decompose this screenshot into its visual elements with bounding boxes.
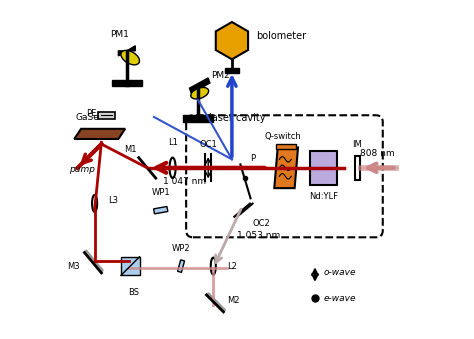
Text: OC2: OC2 xyxy=(252,219,270,228)
Polygon shape xyxy=(274,147,298,188)
Text: laser cavity: laser cavity xyxy=(209,114,265,123)
Text: OC1: OC1 xyxy=(199,140,217,149)
Ellipse shape xyxy=(191,87,209,99)
Text: IM: IM xyxy=(353,140,362,149)
Text: o-wave: o-wave xyxy=(323,268,356,277)
Text: PE: PE xyxy=(86,109,96,118)
Bar xyxy=(310,151,337,185)
Text: BS: BS xyxy=(128,288,139,297)
Polygon shape xyxy=(216,22,248,59)
Bar xyxy=(111,80,142,86)
Polygon shape xyxy=(139,158,157,180)
Text: Q-switch: Q-switch xyxy=(264,132,301,141)
Text: WP2: WP2 xyxy=(172,243,191,253)
Text: M2: M2 xyxy=(227,296,239,304)
Bar xyxy=(121,257,139,275)
Text: PM1: PM1 xyxy=(110,30,129,39)
Text: pump: pump xyxy=(69,165,95,174)
Bar xyxy=(276,144,296,149)
Text: L1: L1 xyxy=(168,138,178,147)
Polygon shape xyxy=(98,112,115,119)
Text: e-wave: e-wave xyxy=(323,294,356,303)
Text: L3: L3 xyxy=(108,196,118,204)
Text: P: P xyxy=(251,154,255,163)
Text: M1: M1 xyxy=(125,145,137,154)
Text: PM2: PM2 xyxy=(211,71,230,80)
Bar xyxy=(183,115,213,122)
Polygon shape xyxy=(118,46,135,56)
Text: M3: M3 xyxy=(67,262,79,271)
Text: bolometer: bolometer xyxy=(255,31,306,41)
Polygon shape xyxy=(178,260,184,272)
Ellipse shape xyxy=(121,51,139,65)
Text: 1 053 nm: 1 053 nm xyxy=(237,231,280,240)
Polygon shape xyxy=(207,293,226,312)
Text: Nd:YLF: Nd:YLF xyxy=(309,192,338,201)
Polygon shape xyxy=(190,78,210,93)
Polygon shape xyxy=(154,206,168,214)
Polygon shape xyxy=(74,129,125,139)
Polygon shape xyxy=(84,250,103,273)
Text: L2: L2 xyxy=(227,262,237,271)
Bar xyxy=(355,156,360,180)
Text: 1 047 nm: 1 047 nm xyxy=(163,177,206,186)
Bar xyxy=(225,68,239,73)
Text: 808 nm: 808 nm xyxy=(360,148,395,158)
Text: GaSe: GaSe xyxy=(76,113,100,122)
Text: WP1: WP1 xyxy=(151,187,170,197)
